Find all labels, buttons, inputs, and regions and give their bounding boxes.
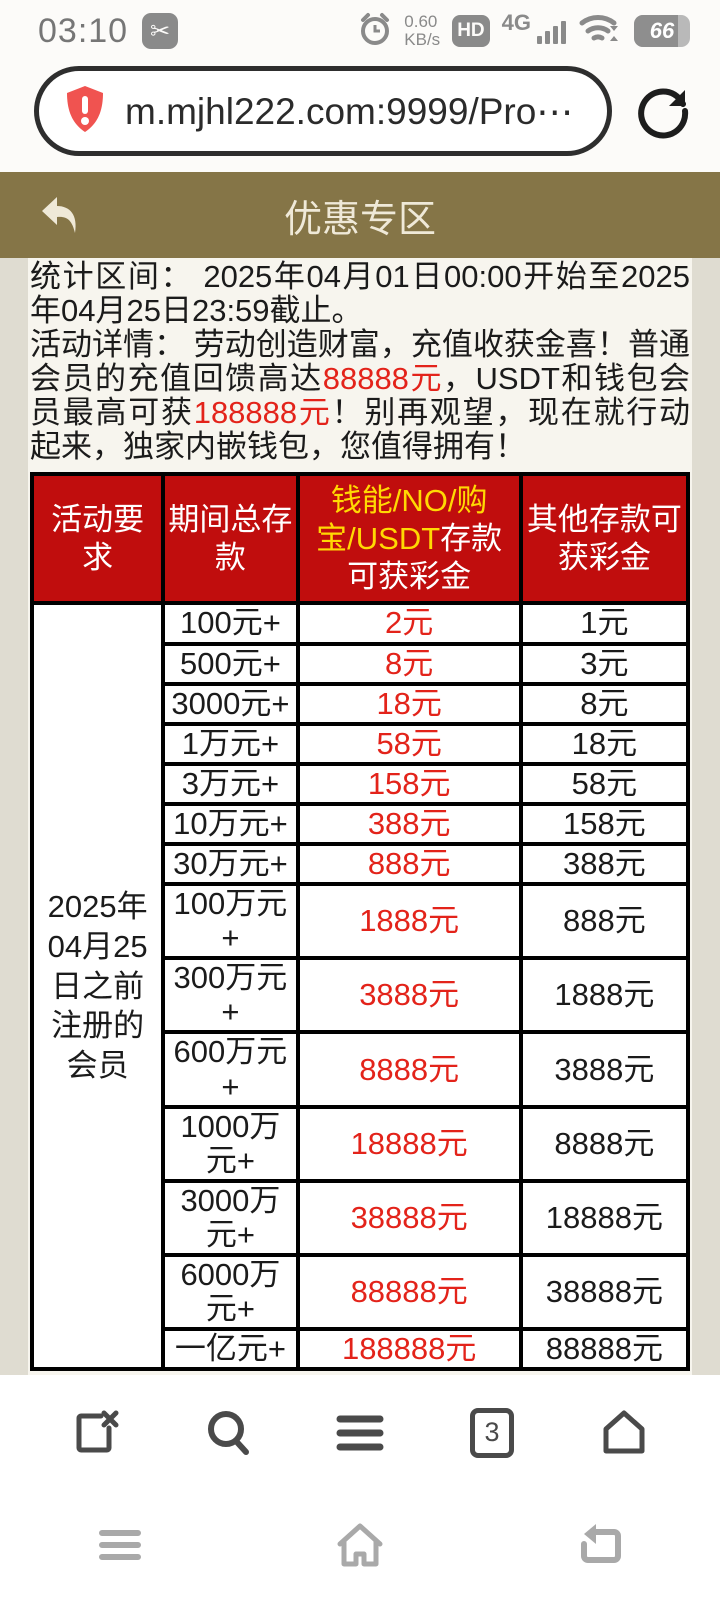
status-bar: 03:10 ✂ 0.60 KB/s HD 4G 66 (0, 0, 720, 56)
table-row: 3万元+ 158元 58元 (32, 761, 691, 806)
wallet-bonus-cell: 3888元 (295, 956, 523, 1035)
other-bonus-cell: 158元 (518, 801, 691, 847)
table-row: 500元+ 8元 3元 (32, 641, 691, 686)
menu-icon[interactable] (332, 1405, 388, 1461)
col-header-deposit: 期间总存款 (161, 471, 300, 606)
back-arrow-icon[interactable] (34, 189, 86, 241)
home-icon[interactable] (596, 1405, 652, 1461)
table-row: 一亿元+ 188888元 88888元 (32, 1327, 691, 1372)
reload-icon[interactable] (632, 80, 694, 142)
page-title: 优惠专区 (283, 198, 436, 241)
deposit-amount-cell: 10万元+ (161, 801, 300, 847)
other-bonus-cell: 38888元 (518, 1253, 691, 1332)
other-bonus-cell: 3元 (518, 641, 691, 686)
promo-content: 统计区间： 2025年04月01日00:00开始至2025年04月25日23:5… (0, 258, 720, 1375)
wallet-bonus-cell: 8888元 (295, 1030, 523, 1109)
deposit-amount-cell: 600万元+ (161, 1030, 300, 1109)
browser-url-row: m.mjhl222.com:9999/Pro⋯ (0, 56, 720, 172)
other-bonus-cell: 8元 (518, 681, 691, 726)
table-row: 6000万元+ 88888元 38888元 (32, 1253, 691, 1332)
stat-period-text: 统计区间： 2025年04月01日00:00开始至2025年04月25日23:5… (30, 259, 690, 328)
wallet-bonus-cell: 18888元 (295, 1104, 523, 1183)
tab-count-button[interactable]: 3 (464, 1405, 520, 1461)
other-bonus-cell: 8888元 (518, 1104, 691, 1183)
other-bonus-cell: 18元 (518, 721, 691, 766)
wifi-icon (578, 11, 622, 52)
back-icon[interactable] (480, 1522, 720, 1568)
col-header-wallet-bonus: 钱能/NO/购宝/USDT存款可获彩金 (295, 471, 523, 606)
table-row: 3000万元+ 38888元 18888元 (32, 1178, 691, 1258)
wallet-bonus-cell: 58元 (295, 721, 523, 766)
wallet-bonus-cell: 18元 (295, 681, 523, 726)
deposit-amount-cell: 3000万元+ (161, 1178, 300, 1258)
wallet-bonus-cell: 388元 (295, 801, 523, 847)
deposit-amount-cell: 3万元+ (161, 761, 300, 806)
url-address-bar[interactable]: m.mjhl222.com:9999/Pro⋯ (34, 66, 612, 156)
wallet-bonus-cell: 188888元 (295, 1327, 523, 1372)
col-header-requirement: 活动要求 (29, 471, 166, 606)
android-navigation-bar (0, 1490, 720, 1600)
other-bonus-cell: 1元 (518, 601, 691, 646)
scissors-icon: ✂ (142, 13, 179, 49)
bonus-table: 活动要求 期间总存款 钱能/NO/购宝/USDT存款可获彩金 其他存款可获彩金 … (29, 471, 691, 1372)
tab-count-badge: 3 (470, 1407, 514, 1458)
other-bonus-cell: 88888元 (518, 1327, 691, 1372)
deposit-amount-cell: 3000元+ (161, 681, 300, 726)
table-row: 2025年04月25日之前注册的会员 100元+ 2元 1元 (29, 601, 691, 1372)
other-bonus-cell: 1888元 (518, 956, 691, 1035)
table-row: 300万元+ 3888元 1888元 (32, 956, 691, 1035)
deposit-amount-cell: 100万元+ (161, 882, 300, 961)
table-row: 1000万元+ 18888元 8888元 (32, 1104, 691, 1183)
wallet-bonus-cell: 8元 (295, 641, 523, 686)
wallet-bonus-cell: 158元 (295, 761, 523, 806)
deposit-amount-cell: 300万元+ (161, 956, 300, 1035)
requirement-cell: 2025年04月25日之前注册的会员 (29, 601, 166, 1372)
wallet-bonus-cell: 888元 (295, 841, 523, 887)
table-row: 3000元+ 18元 8元 (32, 681, 691, 726)
wallet-bonus-cell: 88888元 (295, 1253, 523, 1332)
table-row: 30万元+ 888元 388元 (32, 841, 691, 887)
browser-toolbar: 3 (0, 1375, 720, 1490)
other-bonus-cell: 58元 (518, 761, 691, 806)
deposit-amount-cell: 1000万元+ (161, 1104, 300, 1183)
cellular-signal-icon: 4G (502, 10, 566, 44)
table-row: 600万元+ 8888元 3888元 (32, 1030, 691, 1109)
other-bonus-cell: 888元 (518, 882, 691, 961)
table-row: 100万元+ 1888元 888元 (32, 882, 691, 961)
promo-intro: 统计区间： 2025年04月01日00:00开始至2025年04月25日23:5… (30, 260, 690, 464)
page-header: 优惠专区 (0, 172, 720, 258)
table-row: 10万元+ 388元 158元 (32, 801, 691, 847)
battery-icon: 66 (634, 15, 690, 47)
clock-time: 03:10 (38, 11, 129, 50)
exit-window-icon[interactable] (68, 1405, 124, 1461)
col-header-other-bonus: 其他存款可获彩金 (518, 471, 691, 606)
other-bonus-cell: 3888元 (518, 1030, 691, 1109)
activity-detail-text: 活动详情： 劳动创造财富，充值收获金喜！普通会员的充值回馈高达88888元，US… (30, 327, 691, 464)
home-icon[interactable] (240, 1520, 480, 1570)
deposit-amount-cell: 6000万元+ (161, 1253, 300, 1332)
deposit-amount-cell: 1万元+ (161, 721, 300, 766)
deposit-amount-cell: 500元+ (161, 641, 300, 686)
other-bonus-cell: 388元 (518, 841, 691, 887)
recent-apps-menu-icon[interactable] (0, 1525, 240, 1565)
wallet-bonus-cell: 1888元 (295, 882, 523, 961)
deposit-amount-cell: 100元+ (161, 601, 300, 646)
deposit-amount-cell: 一亿元+ (161, 1327, 300, 1372)
shield-alert-icon (63, 84, 107, 139)
deposit-amount-cell: 30万元+ (161, 841, 300, 887)
table-row: 1万元+ 58元 18元 (32, 721, 691, 766)
network-speed: 0.60 KB/s (404, 12, 441, 49)
alarm-icon (358, 12, 392, 51)
wallet-bonus-cell: 2元 (295, 601, 523, 646)
url-text: m.mjhl222.com:9999/Pro⋯ (125, 90, 574, 132)
wallet-bonus-cell: 38888元 (295, 1178, 523, 1258)
other-bonus-cell: 18888元 (518, 1178, 691, 1258)
search-icon[interactable] (200, 1405, 256, 1461)
hd-icon: HD (452, 15, 490, 47)
